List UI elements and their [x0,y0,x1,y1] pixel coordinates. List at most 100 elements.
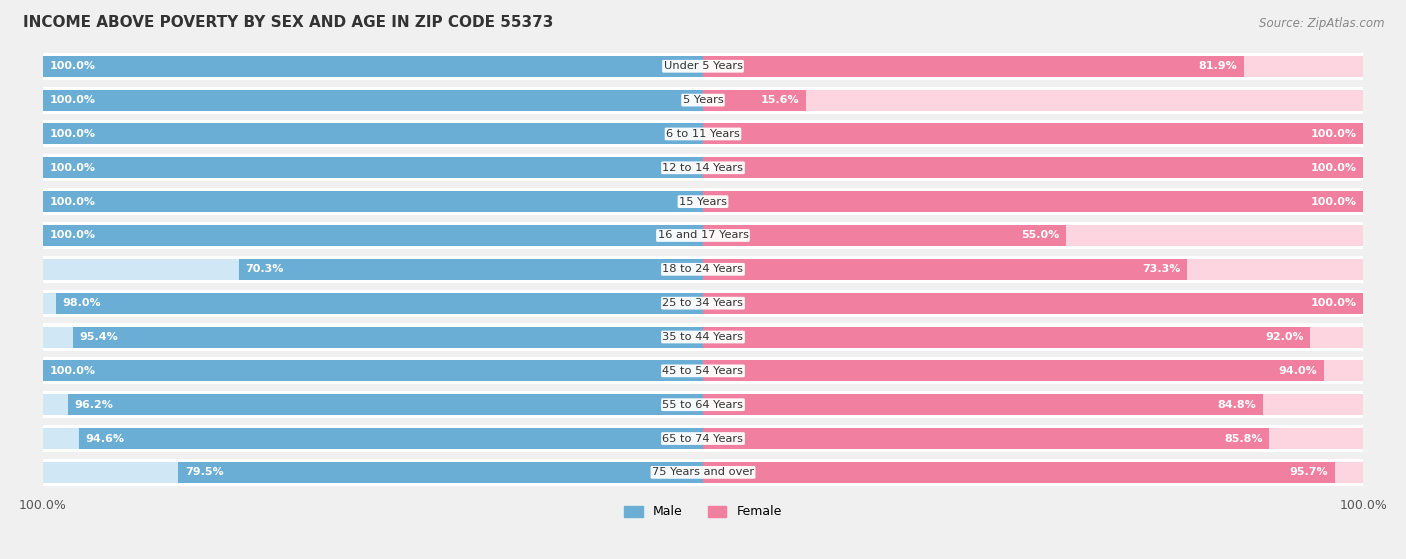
Bar [42,459,1364,486]
Text: 100.0%: 100.0% [1310,197,1357,207]
Bar [703,293,1364,314]
Bar [42,89,703,111]
Bar [42,56,703,77]
Text: 98.0%: 98.0% [63,298,101,308]
Bar [42,225,703,246]
Bar [703,259,1187,280]
Bar [42,89,703,111]
Bar [703,428,1364,449]
Bar [42,394,703,415]
Text: 73.3%: 73.3% [1142,264,1180,274]
Bar [42,222,1364,249]
Text: 15 Years: 15 Years [679,197,727,207]
Bar [703,191,1364,212]
Bar [42,225,703,246]
Text: 18 to 24 Years: 18 to 24 Years [662,264,744,274]
Text: 96.2%: 96.2% [75,400,114,410]
Bar [703,361,1364,381]
Bar [67,394,703,415]
Text: 45 to 54 Years: 45 to 54 Years [662,366,744,376]
Bar [42,124,703,144]
Text: 12 to 14 Years: 12 to 14 Years [662,163,744,173]
Bar [703,157,1364,178]
Text: 25 to 34 Years: 25 to 34 Years [662,298,744,308]
Bar [42,293,703,314]
Bar [703,293,1364,314]
Bar [56,293,703,314]
Bar [703,361,1323,381]
Bar [42,391,1364,418]
Bar [703,225,1364,246]
Text: 100.0%: 100.0% [49,129,96,139]
Bar [703,326,1310,348]
Text: 100.0%: 100.0% [49,230,96,240]
Bar [703,462,1364,483]
Bar [703,89,806,111]
Bar [42,120,1364,148]
Text: 55.0%: 55.0% [1021,230,1060,240]
Text: 100.0%: 100.0% [18,499,67,512]
Text: Under 5 Years: Under 5 Years [664,61,742,71]
Text: 84.8%: 84.8% [1218,400,1256,410]
Bar [703,326,1364,348]
Text: 100.0%: 100.0% [1339,499,1388,512]
Text: 100.0%: 100.0% [1310,298,1357,308]
Text: 75 Years and over: 75 Years and over [652,467,754,477]
Bar [703,89,1364,111]
Text: 5 Years: 5 Years [683,95,723,105]
Bar [703,56,1244,77]
Bar [703,124,1364,144]
Bar [42,256,1364,283]
Bar [42,290,1364,317]
Bar [703,191,1364,212]
Bar [42,357,1364,385]
Bar [703,462,1334,483]
Bar [42,324,1364,350]
Text: 100.0%: 100.0% [49,95,96,105]
Bar [179,462,703,483]
Bar [42,361,703,381]
Text: 55 to 64 Years: 55 to 64 Years [662,400,744,410]
Text: 94.0%: 94.0% [1278,366,1317,376]
Bar [703,157,1364,178]
Bar [42,157,703,178]
Bar [42,154,1364,181]
Bar [73,326,703,348]
Bar [42,259,703,280]
Text: 100.0%: 100.0% [49,197,96,207]
Bar [79,428,703,449]
Bar [42,428,703,449]
Text: 70.3%: 70.3% [246,264,284,274]
Text: 100.0%: 100.0% [49,61,96,71]
Text: 95.4%: 95.4% [80,332,118,342]
Text: 81.9%: 81.9% [1198,61,1237,71]
Text: 94.6%: 94.6% [86,434,124,443]
Legend: Male, Female: Male, Female [619,500,787,523]
Bar [42,361,703,381]
Bar [42,191,703,212]
Bar [42,53,1364,80]
Bar [239,259,703,280]
Bar [703,394,1364,415]
Text: 79.5%: 79.5% [184,467,224,477]
Bar [42,188,1364,215]
Bar [42,462,703,483]
Text: 15.6%: 15.6% [761,95,800,105]
Text: 6 to 11 Years: 6 to 11 Years [666,129,740,139]
Bar [703,225,1066,246]
Text: 100.0%: 100.0% [1310,129,1357,139]
Bar [703,394,1263,415]
Text: Source: ZipAtlas.com: Source: ZipAtlas.com [1260,17,1385,30]
Bar [703,428,1270,449]
Bar [42,425,1364,452]
Text: 95.7%: 95.7% [1289,467,1329,477]
Bar [42,326,703,348]
Text: INCOME ABOVE POVERTY BY SEX AND AGE IN ZIP CODE 55373: INCOME ABOVE POVERTY BY SEX AND AGE IN Z… [22,15,554,30]
Text: 92.0%: 92.0% [1265,332,1303,342]
Text: 100.0%: 100.0% [49,366,96,376]
Bar [703,124,1364,144]
Text: 16 and 17 Years: 16 and 17 Years [658,230,748,240]
Bar [42,87,1364,113]
Text: 100.0%: 100.0% [1310,163,1357,173]
Text: 35 to 44 Years: 35 to 44 Years [662,332,744,342]
